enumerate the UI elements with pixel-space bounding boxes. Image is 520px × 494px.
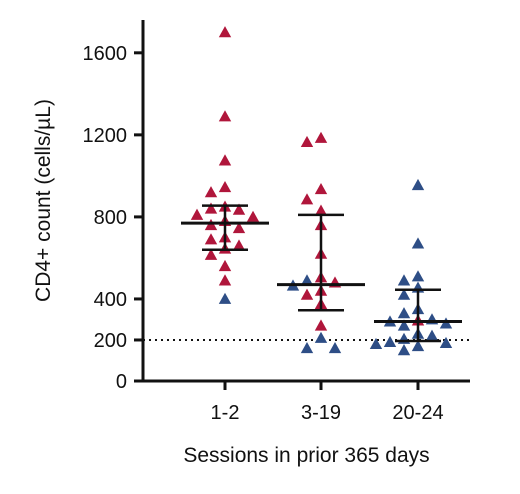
- x-tick-label: 1-2: [211, 402, 240, 424]
- data-point-triangle: [232, 221, 246, 234]
- data-point-triangle: [314, 183, 328, 195]
- data-point-triangle: [314, 319, 328, 331]
- data-point-triangle: [411, 237, 425, 249]
- data-point-triangle: [218, 110, 232, 122]
- data-point-triangle: [218, 259, 232, 272]
- data-point-triangle: [218, 26, 232, 38]
- y-tick-label: 800: [94, 207, 127, 229]
- data-point-triangle: [232, 203, 246, 215]
- data-point-triangle: [218, 180, 232, 193]
- x-tick-label: 3-19: [301, 402, 341, 424]
- data-point-triangle: [397, 288, 411, 300]
- y-tick-label: 1600: [83, 43, 128, 65]
- data-point-triangle: [204, 248, 218, 260]
- data-point-triangle: [232, 239, 246, 251]
- axes-layer: [141, 20, 470, 383]
- y-ticks-layer: 0 200 400 800 1200 1600: [83, 43, 143, 393]
- y-tick-label: 0: [116, 371, 127, 393]
- data-point-triangle: [397, 319, 411, 331]
- data-point-triangle: [218, 274, 232, 286]
- data-point-triangle: [397, 274, 411, 286]
- data-point-triangle: [425, 329, 439, 341]
- data-point-triangle: [300, 341, 314, 354]
- y-tick-label: 200: [94, 330, 127, 352]
- data-point-triangle: [369, 337, 383, 350]
- data-point-triangle: [397, 344, 411, 356]
- data-point-triangle: [218, 292, 232, 304]
- data-point-triangle: [204, 202, 218, 214]
- y-axis-title: CD4+ count (cells/µL): [32, 99, 55, 302]
- data-point-triangle: [314, 131, 328, 143]
- data-point-triangle: [314, 204, 328, 216]
- data-point-triangle: [397, 307, 411, 319]
- data-point-triangle: [411, 178, 425, 191]
- data-point-triangle: [314, 331, 328, 343]
- x-axis-title: Sessions in prior 365 days: [183, 444, 429, 467]
- data-point-triangle: [383, 335, 397, 347]
- x-ticks-layer: 1-2 3-19 20-24: [211, 381, 444, 424]
- data-point-triangle: [300, 193, 314, 205]
- data-point-triangle: [204, 233, 218, 245]
- data-point-triangle: [300, 288, 314, 300]
- data-point-triangle: [246, 210, 260, 222]
- data-point-triangle: [190, 208, 204, 220]
- data-point-triangle: [328, 341, 342, 354]
- data-point-triangle: [300, 274, 314, 286]
- data-point-triangle: [411, 270, 425, 282]
- data-point-triangle: [300, 135, 314, 148]
- data-point-triangle: [204, 186, 218, 198]
- data-point-triangle: [411, 339, 425, 352]
- x-tick-label: 20-24: [392, 402, 443, 424]
- data-point-triangle: [439, 336, 453, 349]
- data-point-triangle: [218, 154, 232, 166]
- y-tick-label: 400: [94, 289, 127, 311]
- summary-bars-layer: [181, 204, 462, 343]
- y-tick-label: 1200: [83, 125, 128, 147]
